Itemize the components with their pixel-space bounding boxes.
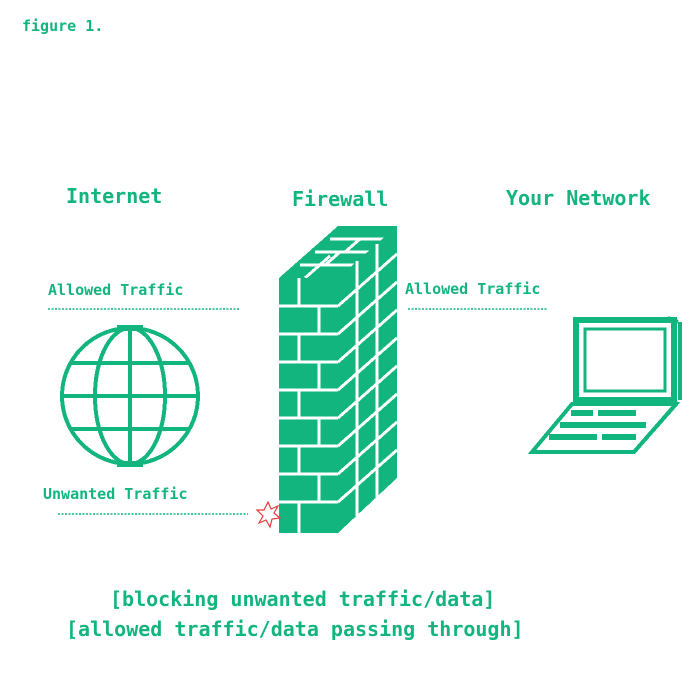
figure-caption: figure 1. [22, 17, 104, 35]
your-network-title: Your Network [506, 186, 651, 210]
laptop-icon [527, 316, 682, 454]
unwanted-traffic-label: Unwanted Traffic [43, 485, 188, 503]
allowed-traffic-out-label: Allowed Traffic [405, 280, 541, 298]
internet-title: Internet [66, 184, 163, 208]
footer-line-allowed: [allowed traffic/data passing through] [66, 617, 524, 641]
globe-icon [60, 325, 200, 467]
allowed-traffic-in-label: Allowed Traffic [48, 281, 184, 299]
firewall-title: Firewall [292, 187, 389, 211]
footer-line-blocking: [blocking unwanted traffic/data] [110, 587, 496, 611]
firewall-brick-wall-icon [279, 226, 398, 533]
blocked-burst-icon [255, 500, 282, 529]
